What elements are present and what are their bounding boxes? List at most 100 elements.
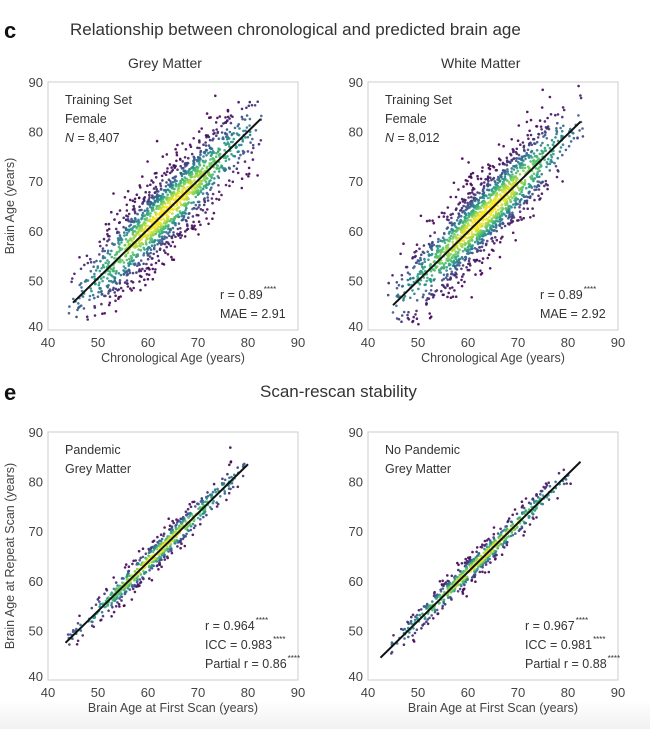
scatter-point	[549, 158, 553, 162]
scatter-point	[227, 137, 231, 140]
scatter-point	[550, 138, 554, 142]
scatter-point	[112, 576, 115, 579]
scatter-point	[131, 251, 134, 254]
scatter-point	[543, 184, 546, 188]
scatter-point	[480, 169, 484, 173]
scatter-point	[212, 132, 215, 136]
x-axis-label: Brain Age at First Scan (years)	[408, 701, 578, 715]
scatter-point	[529, 160, 532, 163]
scatter-point	[232, 154, 235, 158]
scatter-point	[488, 172, 492, 176]
scatter-point	[441, 587, 445, 590]
scatter-point	[141, 175, 144, 178]
scatter-point	[202, 155, 205, 158]
scatter-point	[68, 305, 71, 308]
scatter-point	[223, 490, 227, 493]
scatter-point	[179, 546, 182, 550]
scatter-point	[233, 126, 237, 130]
scatter-point	[119, 273, 123, 277]
scatter-point	[450, 216, 453, 220]
scatter-point	[546, 116, 549, 120]
scatter-point	[531, 192, 534, 196]
scatter-point	[130, 280, 133, 283]
scatter-point	[231, 180, 235, 184]
scatter-point	[511, 173, 514, 176]
scatter-point	[511, 179, 514, 182]
scatter-point	[149, 251, 152, 255]
scatter-point	[98, 240, 101, 244]
scatter-point	[126, 285, 130, 288]
scatter-point	[445, 266, 449, 269]
scatter-point	[529, 216, 532, 219]
scatter-point	[231, 170, 235, 174]
scatter-point	[127, 569, 131, 573]
scatter-point	[166, 193, 169, 197]
scatter-point	[517, 124, 521, 127]
scatter-point	[489, 176, 492, 180]
scatter-point	[466, 268, 470, 272]
scatter-point	[93, 314, 97, 317]
scatter-point	[138, 558, 141, 562]
scatter-point	[494, 181, 497, 184]
scatter-point	[205, 166, 209, 170]
scatter-point	[523, 181, 527, 184]
scatter-point	[535, 516, 538, 519]
scatter-point	[171, 194, 174, 198]
scatter-point	[223, 167, 227, 170]
scatter-point	[562, 468, 566, 472]
scatter-point	[217, 198, 221, 201]
scatter-point	[529, 502, 532, 506]
scatter-point	[187, 216, 190, 219]
scatter-point	[70, 280, 73, 284]
scatter-point	[451, 286, 454, 289]
scatter-point	[148, 191, 151, 194]
scatter-point	[468, 257, 471, 261]
scatter-point	[541, 88, 544, 92]
scatter-point	[417, 322, 420, 326]
scatter-point	[491, 177, 495, 181]
scatter-point	[450, 256, 454, 260]
scatter-point	[190, 152, 194, 156]
scatter-point	[481, 570, 484, 574]
scatter-point	[126, 240, 129, 244]
y-tick-label: 40	[29, 319, 43, 334]
scatter-point	[171, 258, 174, 261]
scatter-point	[429, 289, 433, 292]
scatter-point	[432, 221, 436, 225]
scatter-point	[479, 207, 483, 210]
scatter-point	[179, 203, 183, 206]
scatter-point	[155, 171, 158, 175]
scatter-point	[224, 116, 227, 119]
scatter-point	[225, 133, 229, 136]
scatter-point	[486, 239, 489, 243]
scatter-point	[522, 169, 525, 173]
scatter-point	[79, 304, 83, 308]
scatter-point	[444, 261, 447, 265]
scatter-point	[145, 262, 148, 266]
scatter-point	[579, 96, 583, 100]
scatter-point	[547, 157, 550, 161]
scatter-point	[443, 238, 446, 242]
stat-text: Partial r = 0.86	[205, 657, 287, 671]
scatter-point	[449, 272, 453, 276]
scatter-point	[518, 192, 522, 196]
scatter-point	[228, 184, 231, 188]
scatter-point	[137, 248, 140, 251]
scatter-point	[523, 149, 526, 153]
scatter-point	[581, 127, 584, 130]
scatter-point	[537, 194, 540, 198]
scatter-point	[141, 267, 144, 271]
scatter-point	[90, 624, 94, 627]
scatter-point	[518, 528, 522, 531]
scatter-point	[408, 277, 412, 281]
y-tick-label: 60	[349, 574, 363, 589]
scatter-point	[498, 222, 502, 226]
scatter-point	[146, 202, 150, 206]
scatter-point	[164, 190, 168, 194]
scatter-point	[116, 601, 119, 604]
scatter-point	[206, 491, 209, 494]
scatter-point	[478, 201, 481, 205]
scatter-point	[532, 152, 536, 155]
scatter-point	[114, 605, 118, 608]
